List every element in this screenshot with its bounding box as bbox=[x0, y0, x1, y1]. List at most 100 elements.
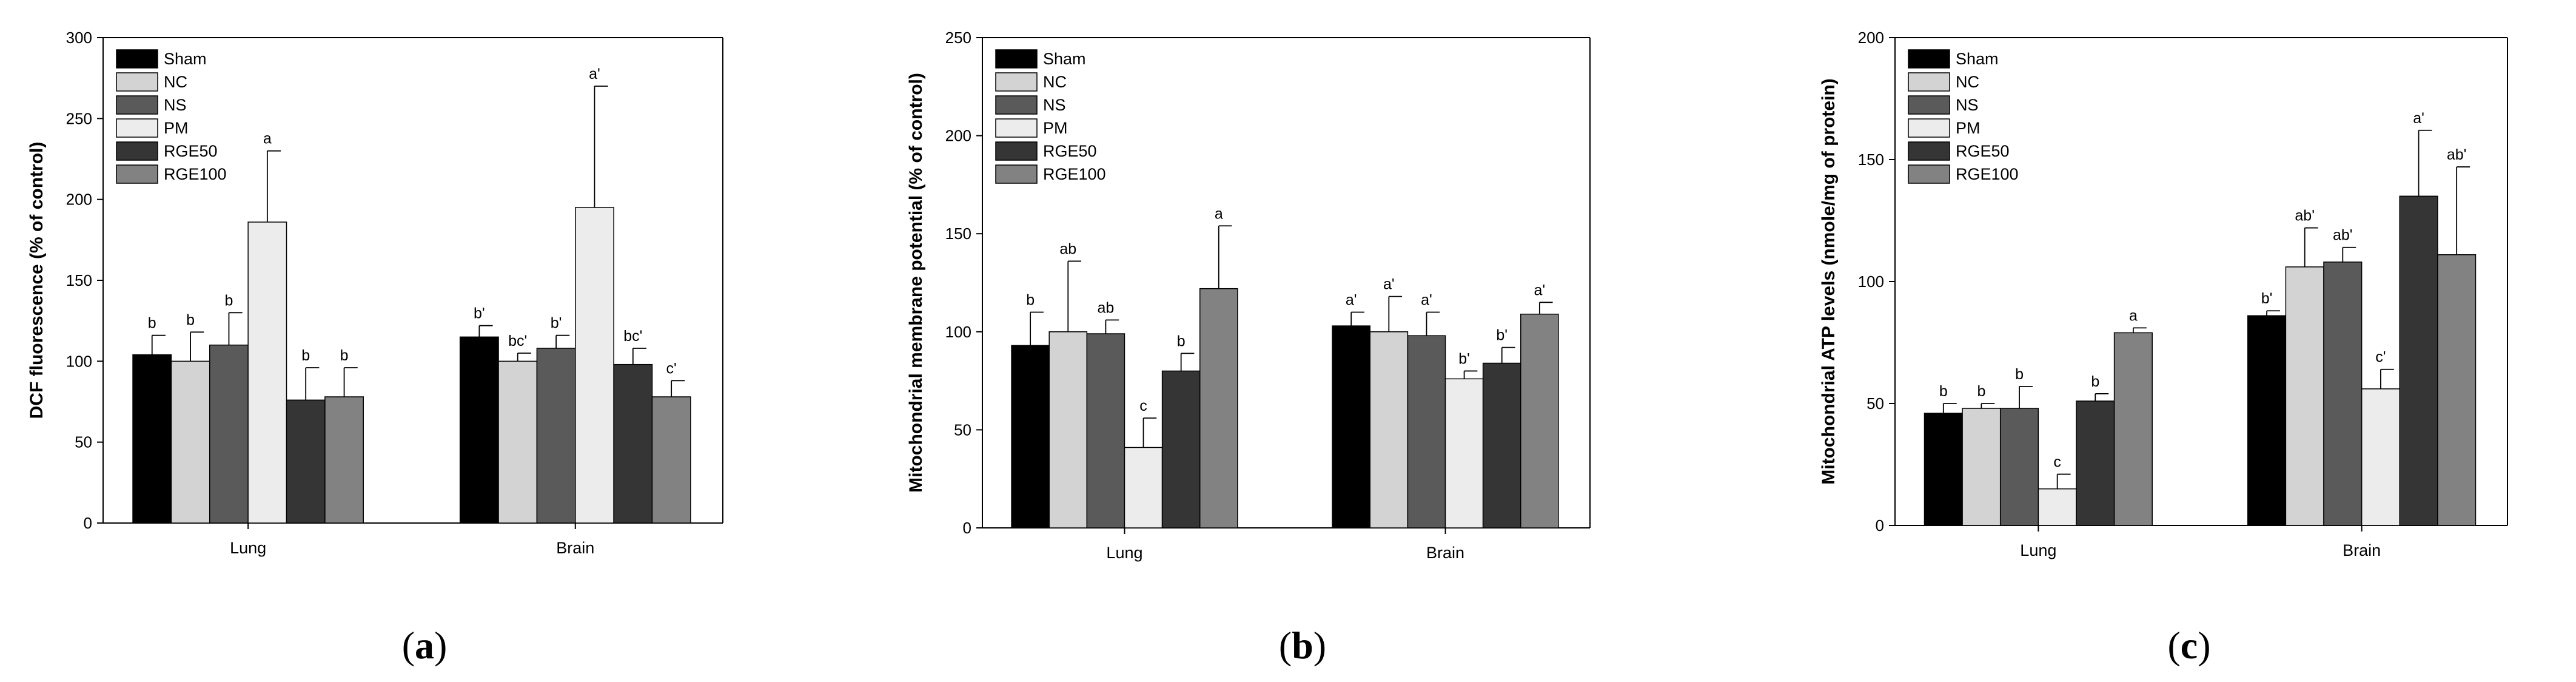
bar-rge100-brain bbox=[2437, 254, 2477, 526]
legend-label-nc: NC bbox=[164, 73, 187, 91]
caption-letter: c bbox=[2181, 624, 2198, 667]
y-tick-label: 150 bbox=[945, 225, 971, 243]
bar-sham-brain bbox=[2247, 315, 2287, 526]
bar-rge50-brain bbox=[613, 363, 653, 524]
y-axis-title: Mitochondrial membrane potential (% of c… bbox=[906, 73, 926, 493]
significance-label: b' bbox=[1458, 350, 1470, 367]
significance-label: ab' bbox=[2295, 208, 2315, 225]
legend-swatch-pm bbox=[995, 118, 1038, 138]
bar-nc-brain bbox=[2285, 266, 2324, 526]
y-tick-label: 100 bbox=[945, 323, 971, 341]
caption-letter: a bbox=[415, 624, 434, 667]
significance-label: b' bbox=[2261, 290, 2273, 307]
bar-sham-lung bbox=[132, 354, 172, 524]
significance-label: b bbox=[340, 347, 349, 364]
legend-label-ns: NS bbox=[1043, 96, 1066, 114]
significance-label: b bbox=[1177, 333, 1186, 349]
bar-rge50-lung bbox=[2076, 400, 2115, 526]
legend-label-pm: PM bbox=[1956, 119, 1981, 137]
significance-label: b bbox=[301, 347, 310, 364]
y-tick-label: 100 bbox=[66, 352, 92, 370]
significance-label: bc' bbox=[508, 333, 527, 349]
significance-label: a' bbox=[1421, 291, 1432, 308]
bar-rge100-brain bbox=[1520, 313, 1559, 528]
significance-label: b' bbox=[551, 315, 562, 332]
caption-open-paren: ( bbox=[402, 624, 415, 667]
legend-label-rge100: RGE100 bbox=[1043, 165, 1106, 183]
significance-label: b bbox=[1977, 383, 1985, 400]
legend-swatch-sham bbox=[1908, 49, 1950, 69]
significance-label: a bbox=[263, 130, 272, 147]
legend-swatch-rge100 bbox=[1908, 164, 1950, 184]
x-category-label: Brain bbox=[2343, 541, 2381, 559]
y-tick-label: 250 bbox=[945, 29, 971, 47]
bar-rge50-lung bbox=[1161, 370, 1201, 528]
panel-caption: (c) bbox=[2167, 624, 2210, 667]
y-tick-label: 300 bbox=[66, 29, 92, 47]
significance-label: a' bbox=[2413, 110, 2424, 127]
bar-nc-lung bbox=[1048, 331, 1088, 528]
significance-label: c bbox=[1139, 397, 1147, 414]
legend-label-rge100: RGE100 bbox=[164, 165, 227, 183]
significance-label: b bbox=[2091, 373, 2099, 390]
significance-label: bc' bbox=[623, 328, 642, 345]
legend-swatch-pm bbox=[116, 118, 158, 138]
legend-label-rge50: RGE50 bbox=[1956, 142, 2010, 160]
bar-ns-lung bbox=[1999, 408, 2039, 526]
legend-label-rge50: RGE50 bbox=[164, 142, 218, 160]
chart-panel-b: 0 50 100 150 200 250 Mitochondrial membrane po… bbox=[906, 29, 1591, 667]
bar-nc-lung bbox=[170, 360, 210, 524]
y-tick-label: 50 bbox=[1867, 394, 1884, 413]
legend-label-nc: NC bbox=[1956, 73, 1979, 91]
y-tick-label: 200 bbox=[1858, 29, 1884, 47]
caption-open-paren: ( bbox=[2167, 624, 2180, 667]
chart-panel-c: 0 50 100 150 200 Mitochondrial ATP levels (nm… bbox=[1819, 29, 2508, 667]
legend: Sham NC NS PM RGE50 RGE100 bbox=[116, 49, 227, 184]
legend-swatch-sham bbox=[116, 49, 158, 69]
legend-swatch-nc bbox=[116, 72, 158, 92]
legend-label-pm: PM bbox=[164, 119, 189, 137]
legend-label-sham: Sham bbox=[1956, 50, 1999, 68]
significance-label: b bbox=[148, 315, 156, 332]
bar-rge100-lung bbox=[324, 396, 364, 524]
significance-label: ab bbox=[1097, 299, 1114, 316]
significance-label: c' bbox=[2375, 349, 2386, 366]
legend-label-pm: PM bbox=[1043, 119, 1068, 137]
significance-label: a' bbox=[1346, 291, 1357, 308]
caption-close-paren: ) bbox=[1313, 624, 1326, 667]
legend-swatch-rge50 bbox=[1908, 141, 1950, 161]
bar-pm-lung bbox=[247, 221, 287, 524]
bar-sham-lung bbox=[1924, 413, 1963, 526]
bar-rge50-brain bbox=[2399, 195, 2438, 526]
caption-open-paren: ( bbox=[1279, 624, 1292, 667]
bar-pm-brain bbox=[2361, 388, 2400, 526]
bar-pm-brain bbox=[1444, 378, 1484, 528]
bar-rge100-lung bbox=[2113, 332, 2153, 526]
bar-ns-lung bbox=[209, 344, 249, 524]
significance-label: b bbox=[1939, 383, 1948, 400]
legend-label-rge50: RGE50 bbox=[1043, 142, 1097, 160]
legend-swatch-rge50 bbox=[116, 141, 158, 161]
caption-close-paren: ) bbox=[434, 624, 447, 667]
chart-panel-a: 0 50 100 150 200 250 300 DCF fluorescence (% of… bbox=[27, 29, 723, 667]
legend-label-sham: Sham bbox=[164, 50, 207, 68]
y-tick-label: 200 bbox=[945, 127, 971, 145]
significance-label: b bbox=[225, 292, 233, 309]
significance-label: b bbox=[186, 311, 195, 328]
legend-label-ns: NS bbox=[164, 96, 187, 114]
legend-swatch-ns bbox=[1908, 95, 1950, 115]
significance-label: a bbox=[1215, 205, 1223, 222]
significance-label: ab' bbox=[2333, 227, 2353, 244]
bar-rge50-lung bbox=[286, 399, 326, 524]
bar-rge100-lung bbox=[1199, 288, 1238, 528]
y-tick-label: 50 bbox=[954, 420, 971, 439]
legend: Sham NC NS PM RGE50 RGE100 bbox=[995, 49, 1106, 184]
bar-pm-lung bbox=[2038, 488, 2077, 526]
significance-label: a' bbox=[589, 66, 600, 83]
significance-label: a' bbox=[1383, 276, 1395, 293]
legend-swatch-nc bbox=[1908, 72, 1950, 92]
y-axis-title: DCF fluorescence (% of control) bbox=[27, 142, 47, 419]
legend: Sham NC NS PM RGE50 RGE100 bbox=[1908, 49, 2019, 184]
significance-label: b bbox=[2015, 366, 2024, 383]
